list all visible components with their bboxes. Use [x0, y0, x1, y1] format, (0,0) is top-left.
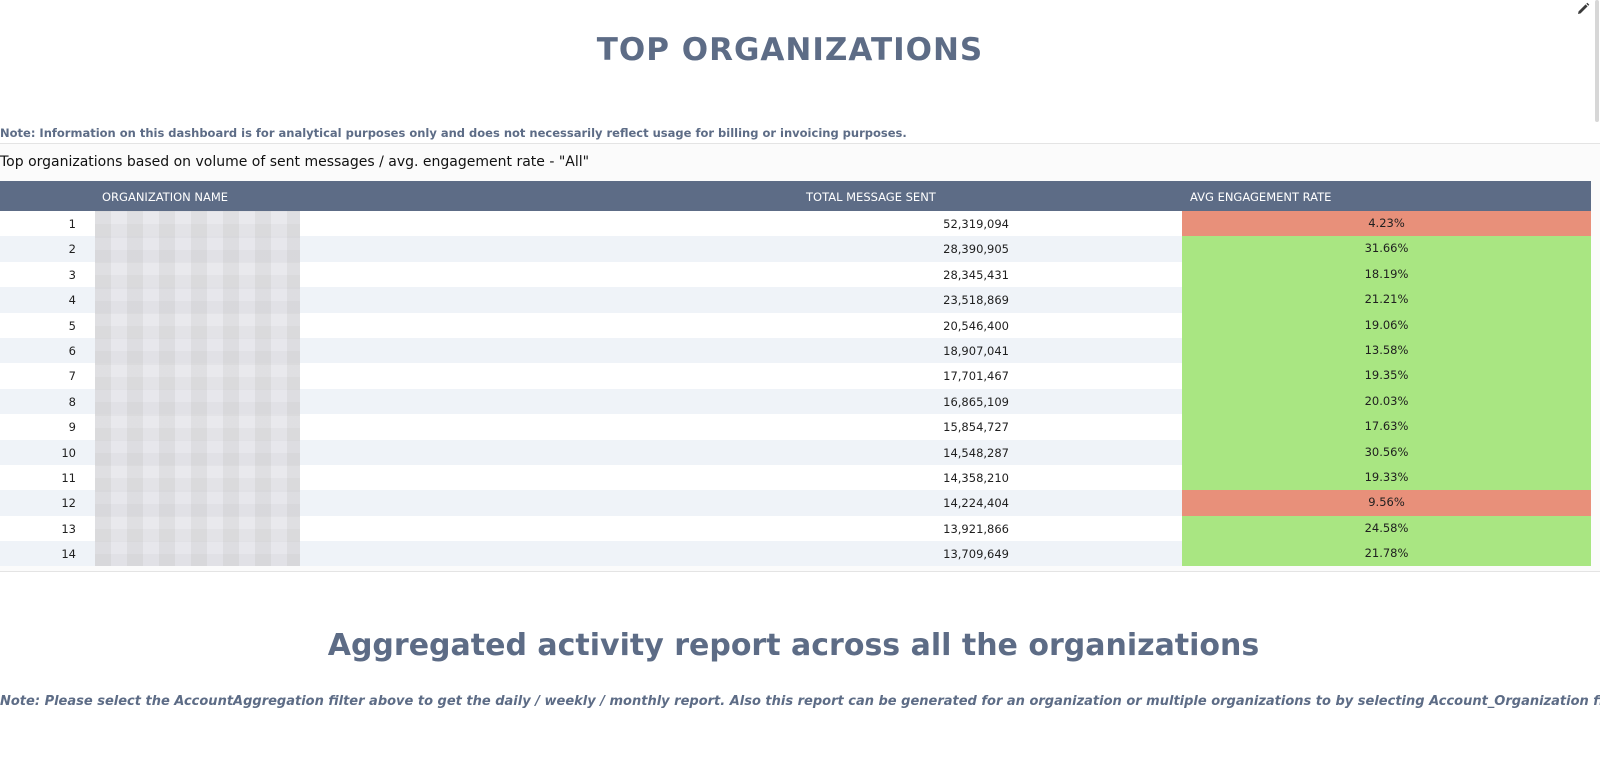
- row-index: 10: [61, 445, 76, 460]
- engagement-rate-cell: 19.35%: [1182, 363, 1591, 389]
- engagement-rate-cell: 18.19%: [1182, 261, 1591, 288]
- engagement-rate-cell: 20.03%: [1182, 388, 1591, 415]
- engagement-rate-cell: 30.56%: [1182, 439, 1591, 465]
- row-index: 1: [68, 217, 76, 231]
- row-index: 9: [68, 420, 76, 435]
- top-organizations-panel: Top organizations based on volume of sen…: [0, 143, 1600, 572]
- organization-name-redacted: [95, 414, 300, 440]
- row-index: 3: [68, 267, 76, 282]
- filter-instructions-note: Note: Please select the AccountAggregati…: [0, 694, 1600, 709]
- total-messages-cell: 14,224,404: [943, 496, 1009, 511]
- table-row[interactable]: 13 13,921,866 24.58%: [0, 515, 1591, 542]
- table-row[interactable]: 2 28,390,905 31.66%: [0, 236, 1591, 262]
- engagement-rate-cell: 4.23%: [1182, 211, 1591, 237]
- organization-name-redacted: [95, 287, 300, 313]
- organization-name-redacted: [95, 236, 300, 262]
- organization-name-redacted: [95, 464, 300, 491]
- total-messages-cell: 15,854,727: [943, 420, 1009, 435]
- page-title: TOP ORGANIZATIONS: [596, 32, 984, 68]
- table-row[interactable]: 9 15,854,727 17.63%: [0, 414, 1591, 440]
- table-row[interactable]: 1 52,319,094 4.23%: [0, 211, 1591, 237]
- row-index: 11: [61, 470, 76, 485]
- row-index: 7: [68, 369, 76, 384]
- column-header-total-message-sent[interactable]: TOTAL MESSAGE SENT: [806, 190, 936, 204]
- engagement-rate-cell: 13.58%: [1182, 337, 1591, 364]
- total-messages-cell: 28,345,431: [943, 267, 1009, 282]
- total-messages-cell: 14,358,210: [943, 470, 1009, 485]
- table-body: 1 52,319,094 4.23% 2 28,390,905 31.66% 3 28,345…: [0, 211, 1591, 567]
- total-messages-cell: 17,701,467: [943, 369, 1009, 384]
- total-messages-cell: 52,319,094: [943, 217, 1009, 231]
- column-header-organization-name[interactable]: ORGANIZATION NAME: [102, 190, 229, 204]
- organization-name-redacted: [95, 337, 300, 364]
- organization-name-redacted: [95, 388, 300, 415]
- row-index: 12: [61, 496, 76, 511]
- table-header: ORGANIZATION NAME TOTAL MESSAGE SENT AVG…: [0, 181, 1591, 211]
- table-row[interactable]: 11 14,358,210 19.33%: [0, 464, 1591, 491]
- total-messages-cell: 28,390,905: [943, 242, 1009, 257]
- engagement-rate-cell: 21.21%: [1182, 287, 1591, 313]
- total-messages-cell: 20,546,400: [943, 318, 1009, 333]
- section-title: Aggregated activity report across all th…: [327, 628, 1260, 663]
- column-header-avg-engagement-rate[interactable]: AVG ENGAGEMENT RATE: [1190, 190, 1332, 204]
- engagement-rate-cell: 9.56%: [1182, 490, 1591, 516]
- row-index: 6: [68, 343, 76, 358]
- total-messages-cell: 18,907,041: [943, 343, 1009, 358]
- table-row[interactable]: 7 17,701,467 19.35%: [0, 363, 1591, 389]
- table-row[interactable]: 8 16,865,109 20.03%: [0, 388, 1591, 415]
- row-index: 5: [68, 318, 76, 333]
- total-messages-cell: 23,518,869: [943, 293, 1009, 308]
- total-messages-cell: 13,921,866: [943, 521, 1009, 536]
- table-row[interactable]: 12 14,224,404 9.56%: [0, 490, 1591, 516]
- row-index: 13: [61, 521, 76, 536]
- organizations-table: ORGANIZATION NAME TOTAL MESSAGE SENT AVG…: [0, 181, 1591, 567]
- organization-name-redacted: [95, 515, 300, 542]
- organization-name-redacted: [95, 439, 300, 465]
- table-row[interactable]: 6 18,907,041 13.58%: [0, 337, 1591, 364]
- organization-name-redacted: [95, 541, 300, 567]
- table-row[interactable]: 10 14,548,287 30.56%: [0, 439, 1591, 465]
- engagement-rate-cell: 19.33%: [1182, 464, 1591, 491]
- table-row[interactable]: 14 13,709,649 21.78%: [0, 541, 1591, 567]
- total-messages-cell: 14,548,287: [943, 445, 1009, 460]
- table-row[interactable]: 4 23,518,869 21.21%: [0, 287, 1591, 313]
- engagement-rate-cell: 19.06%: [1182, 312, 1591, 338]
- organization-name-redacted: [95, 490, 300, 516]
- disclaimer-note: Note: Information on this dashboard is f…: [0, 126, 907, 140]
- row-index: 14: [61, 547, 76, 562]
- engagement-rate-cell: 31.66%: [1182, 236, 1591, 262]
- pencil-icon[interactable]: [1576, 2, 1590, 16]
- row-index: 2: [68, 242, 76, 257]
- row-index: 4: [68, 293, 76, 308]
- table-row[interactable]: 3 28,345,431 18.19%: [0, 261, 1591, 288]
- engagement-rate-cell: 24.58%: [1182, 515, 1591, 542]
- total-messages-cell: 16,865,109: [943, 394, 1009, 409]
- engagement-rate-cell: 17.63%: [1182, 414, 1591, 440]
- total-messages-cell: 13,709,649: [943, 547, 1009, 562]
- organization-name-redacted: [95, 312, 300, 338]
- scrollbar-thumb[interactable]: [1595, 0, 1599, 122]
- engagement-rate-cell: 21.78%: [1182, 541, 1591, 567]
- organization-name-redacted: [95, 211, 300, 237]
- table-row[interactable]: 5 20,546,400 19.06%: [0, 312, 1591, 338]
- panel-title: Top organizations based on volume of sen…: [0, 154, 590, 170]
- organization-name-redacted: [95, 363, 300, 389]
- organization-name-redacted: [95, 261, 300, 288]
- row-index: 8: [68, 394, 76, 409]
